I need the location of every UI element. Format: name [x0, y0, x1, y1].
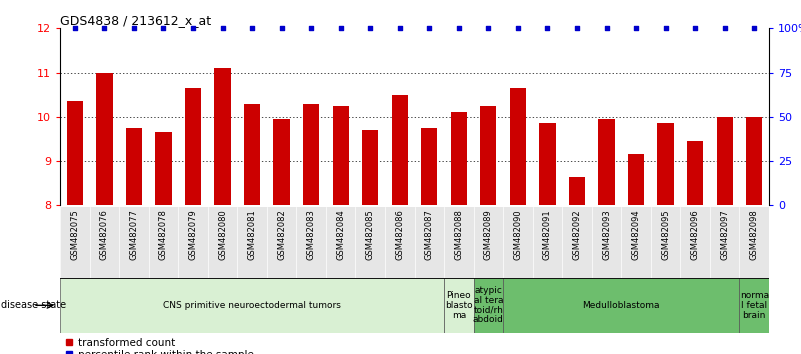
Point — [216, 25, 229, 31]
Text: GSM482088: GSM482088 — [454, 209, 463, 260]
Bar — [185, 88, 201, 205]
Bar — [215, 68, 231, 205]
Bar — [746, 117, 763, 205]
Bar — [658, 124, 674, 205]
Point — [718, 25, 731, 31]
Bar — [569, 177, 585, 205]
Text: GSM482080: GSM482080 — [218, 209, 227, 260]
Point — [127, 25, 140, 31]
Text: GSM482097: GSM482097 — [720, 209, 729, 260]
Bar — [503, 278, 739, 333]
Text: GSM482087: GSM482087 — [425, 209, 434, 260]
Point — [512, 25, 525, 31]
Point — [600, 25, 613, 31]
Text: norma
l fetal
brain: norma l fetal brain — [739, 291, 769, 320]
Point — [276, 25, 288, 31]
Bar — [303, 103, 320, 205]
Bar — [421, 128, 437, 205]
Point — [423, 25, 436, 31]
Text: GSM482085: GSM482085 — [366, 209, 375, 260]
Text: GSM482076: GSM482076 — [100, 209, 109, 260]
Point — [630, 25, 642, 31]
Bar — [96, 73, 112, 205]
Bar — [60, 278, 444, 333]
Bar — [126, 128, 142, 205]
Text: Pineo
blasto
ma: Pineo blasto ma — [445, 291, 473, 320]
Text: GSM482095: GSM482095 — [661, 209, 670, 260]
Text: GSM482094: GSM482094 — [631, 209, 641, 260]
Text: GSM482089: GSM482089 — [484, 209, 493, 260]
Text: GSM482077: GSM482077 — [130, 209, 139, 260]
Point — [68, 25, 81, 31]
Bar — [155, 132, 171, 205]
Text: GSM482093: GSM482093 — [602, 209, 611, 260]
Bar — [273, 119, 290, 205]
Bar — [481, 106, 497, 205]
Bar — [66, 101, 83, 205]
Point — [246, 25, 259, 31]
Text: GSM482079: GSM482079 — [188, 209, 198, 260]
Text: GSM482092: GSM482092 — [573, 209, 582, 260]
Text: GSM482078: GSM482078 — [159, 209, 168, 260]
Bar — [244, 103, 260, 205]
Bar — [628, 154, 644, 205]
Point — [187, 25, 199, 31]
Text: GSM482096: GSM482096 — [690, 209, 699, 260]
Bar — [687, 141, 703, 205]
Point — [659, 25, 672, 31]
Text: GSM482098: GSM482098 — [750, 209, 759, 260]
Bar — [509, 88, 526, 205]
Text: GSM482075: GSM482075 — [70, 209, 79, 260]
Point — [98, 25, 111, 31]
Bar — [362, 130, 378, 205]
Text: GSM482091: GSM482091 — [543, 209, 552, 260]
Text: atypic
al tera
toid/rh
abdoid: atypic al tera toid/rh abdoid — [473, 286, 504, 324]
Text: GSM482084: GSM482084 — [336, 209, 345, 260]
Bar — [717, 117, 733, 205]
Point — [748, 25, 761, 31]
Text: GSM482090: GSM482090 — [513, 209, 522, 260]
Text: CNS primitive neuroectodermal tumors: CNS primitive neuroectodermal tumors — [163, 301, 341, 310]
Text: disease state: disease state — [1, 300, 66, 310]
Bar — [739, 278, 769, 333]
Text: GSM482081: GSM482081 — [248, 209, 256, 260]
Legend: transformed count, percentile rank within the sample: transformed count, percentile rank withi… — [66, 338, 254, 354]
Bar — [598, 119, 614, 205]
Text: GSM482082: GSM482082 — [277, 209, 286, 260]
Point — [157, 25, 170, 31]
Bar — [444, 278, 473, 333]
Point — [453, 25, 465, 31]
Text: GSM482086: GSM482086 — [395, 209, 405, 260]
Text: Medulloblastoma: Medulloblastoma — [582, 301, 660, 310]
Point — [570, 25, 583, 31]
Bar — [539, 124, 556, 205]
Point — [304, 25, 317, 31]
Bar — [451, 113, 467, 205]
Point — [364, 25, 376, 31]
Bar — [392, 95, 408, 205]
Point — [334, 25, 347, 31]
Bar — [473, 278, 503, 333]
Text: GSM482083: GSM482083 — [307, 209, 316, 260]
Point — [482, 25, 495, 31]
Point — [393, 25, 406, 31]
Point — [541, 25, 553, 31]
Text: GDS4838 / 213612_x_at: GDS4838 / 213612_x_at — [60, 14, 211, 27]
Point — [689, 25, 702, 31]
Bar — [332, 106, 348, 205]
